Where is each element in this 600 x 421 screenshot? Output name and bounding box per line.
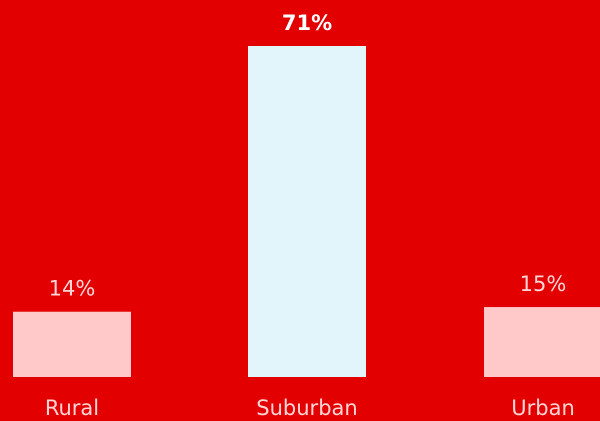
bar-suburban: [248, 46, 366, 377]
value-label-suburban: 71%: [282, 11, 332, 35]
category-label-suburban: Suburban: [256, 396, 357, 420]
bar-urban: [484, 307, 600, 377]
labels-group: 14% Rural 71% Suburban 15% Urban: [45, 11, 575, 420]
value-label-urban: 15%: [520, 272, 567, 296]
category-label-rural: Rural: [45, 396, 99, 420]
category-label-urban: Urban: [511, 396, 575, 420]
bars-group: [13, 46, 600, 377]
bar-rural: [13, 311, 131, 377]
value-label-rural: 14%: [49, 277, 96, 301]
